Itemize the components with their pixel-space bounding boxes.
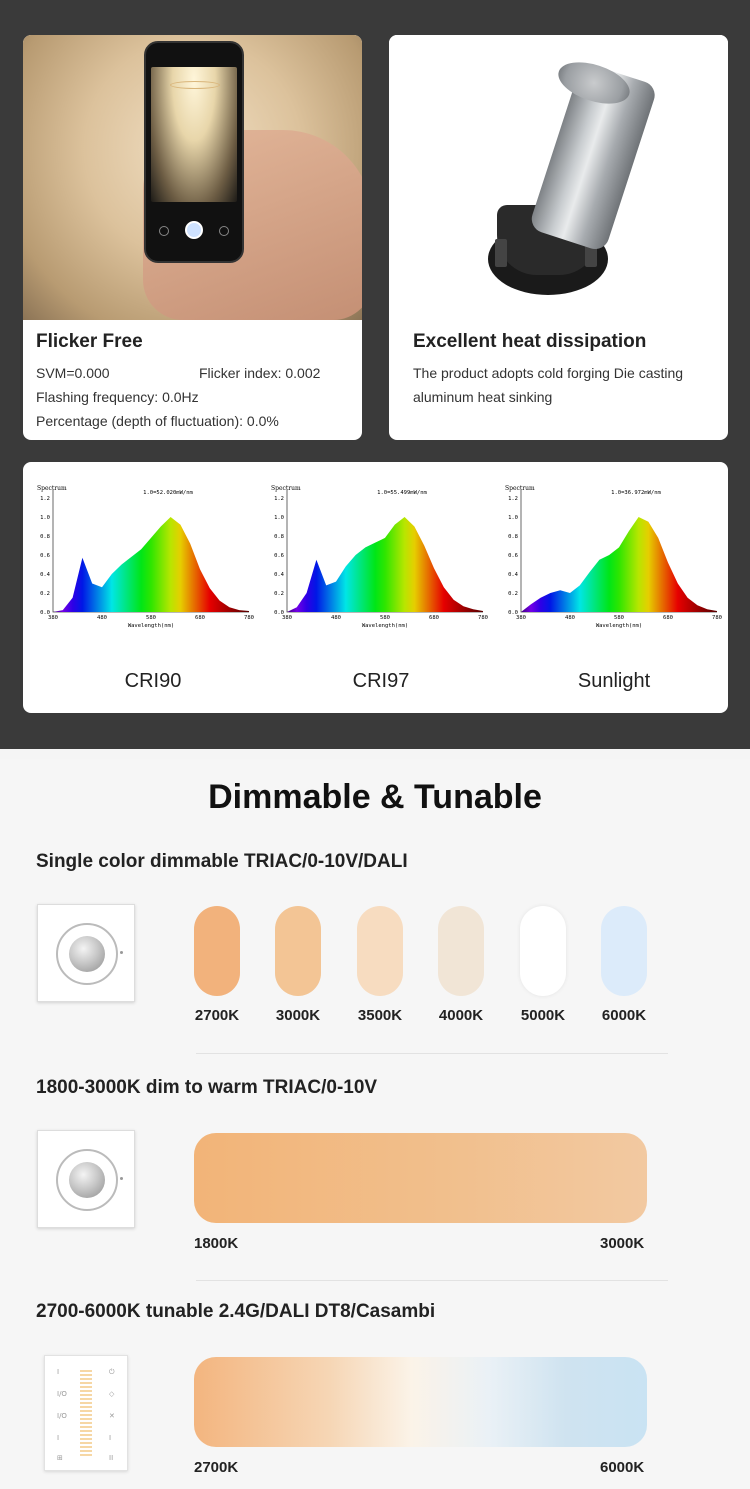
x-tick-label: 680 [663, 615, 673, 621]
swatch-label-3500k: 3500K [357, 1007, 403, 1024]
dim-to-warm-end-label: 3000K [600, 1235, 645, 1252]
swatch-label-6000k: 6000K [601, 1007, 647, 1024]
spectrum-title: Spectrum [37, 485, 67, 492]
spectrum-scale-note: 1.0=36.972mW/nm [611, 490, 661, 496]
y-tick-label: 0.2 [40, 591, 50, 597]
spectrum-comparison-panel: 1.2 1.0 0.8 0.6 0.4 0.2 0.0 380 480 580 680 780 Spec… [23, 462, 728, 713]
y-tick-label: 0.8 [508, 534, 518, 540]
spectrum-title: Spectrum [271, 485, 301, 492]
single-color-title: Single color dimmable TRIAC/0-10V/DALI [36, 851, 408, 872]
swatch-4000k [438, 906, 484, 996]
y-tick-label: 0.6 [274, 553, 284, 559]
spectrum-scale-note: 1.0=55.499mW/nm [377, 490, 427, 496]
dim-to-warm-start-label: 1800K [194, 1235, 239, 1252]
y-tick-label: 1.0 [40, 515, 50, 521]
x-tick-label: 380 [282, 615, 292, 621]
heat-dissipation-card: Excellent heat dissipation The product a… [389, 35, 728, 440]
spectrum-title: Spectrum [505, 485, 535, 492]
swatch-3500k [357, 906, 403, 996]
spectrum-caption-cri90: CRI90 [124, 670, 182, 692]
tunable-gradient-bar [194, 1357, 647, 1447]
dim-to-warm-gradient-bar [194, 1133, 647, 1223]
x-tick-label: 480 [331, 615, 341, 621]
spectrum-caption-cri97: CRI97 [352, 670, 410, 692]
spectrum-chart-cri90: 1.2 1.0 0.8 0.6 0.4 0.2 0.0 380 480 580 680 780 Spec… [31, 485, 256, 631]
spectrum-chart-cri97: 1.2 1.0 0.8 0.6 0.4 0.2 0.0 380 480 580 680 780 Spec… [265, 485, 490, 631]
heat-description-line1: The product adopts cold forging Die cast… [413, 365, 684, 381]
swatch-5000k [520, 906, 566, 996]
x-tick-label: 380 [516, 615, 526, 621]
y-tick-label: 0.6 [508, 553, 518, 559]
y-tick-label: 1.2 [40, 496, 50, 502]
spectrum-chart-sunlight: 1.2 1.0 0.8 0.6 0.4 0.2 0.0 380 480 580 680 780 Spec… [499, 485, 724, 631]
y-tick-label: 1.0 [274, 515, 284, 521]
y-tick-label: 0.2 [508, 591, 518, 597]
y-tick-label: 0.8 [40, 534, 50, 540]
phone-camera-photo [23, 35, 362, 320]
fluctuation-percentage-value: Percentage (depth of fluctuation): 0.0% [36, 413, 279, 429]
tunable-title: 2700-6000K tunable 2.4G/DALI DT8/Casambi [36, 1301, 436, 1322]
y-tick-label: 1.2 [274, 496, 284, 502]
rotary-dimmer-image [37, 904, 135, 1002]
y-tick-label: 0.2 [274, 591, 284, 597]
flashing-frequency-value: Flashing frequency: 0.0Hz [36, 389, 199, 405]
phone-image [144, 41, 244, 263]
x-axis-label: Wavelength(nm) [362, 623, 408, 629]
spectrum-curve [287, 517, 483, 612]
y-tick-label: 0.8 [274, 534, 284, 540]
swatch-label-4000k: 4000K [438, 1007, 484, 1024]
spectrum-curve [521, 517, 717, 612]
x-tick-label: 680 [429, 615, 439, 621]
divider [196, 1280, 668, 1281]
spectrum-scale-note: 1.0=52.020mW/nm [143, 490, 193, 496]
x-tick-label: 680 [195, 615, 205, 621]
y-tick-label: 0.0 [508, 610, 518, 616]
y-tick-label: 0.6 [40, 553, 50, 559]
x-tick-label: 480 [565, 615, 575, 621]
swatch-3000k [275, 906, 321, 996]
heat-description-line2: aluminum heat sinking [413, 389, 553, 405]
x-tick-label: 380 [48, 615, 58, 621]
x-tick-label: 780 [478, 615, 488, 621]
x-tick-label: 580 [380, 615, 390, 621]
y-tick-label: 0.4 [40, 572, 51, 578]
dim-to-warm-title: 1800-3000K dim to warm TRIAC/0-10V [36, 1077, 378, 1098]
y-tick-label: 1.0 [508, 515, 518, 521]
tunable-end-label: 6000K [600, 1459, 645, 1476]
rotary-dimmer-image [37, 1130, 135, 1228]
flicker-index-value: Flicker index: 0.002 [199, 365, 321, 381]
y-tick-label: 0.4 [274, 572, 285, 578]
section-heading: Dimmable & Tunable [208, 778, 542, 816]
flicker-free-title: Flicker Free [36, 331, 143, 352]
spectrum-caption-sunlight: Sunlight [577, 670, 651, 692]
x-tick-label: 580 [146, 615, 156, 621]
x-axis-label: Wavelength(nm) [128, 623, 174, 629]
swatch-label-2700k: 2700K [194, 1007, 240, 1024]
x-tick-label: 780 [712, 615, 722, 621]
y-tick-label: 0.4 [508, 572, 519, 578]
swatch-label-3000k: 3000K [275, 1007, 321, 1024]
touch-panel-controller-image: I I/O I/O I ⊞ ⏻ ◇ ✕ I II [44, 1355, 128, 1471]
divider [196, 1053, 668, 1054]
downlight-product-image [389, 35, 728, 320]
swatch-2700k [194, 906, 240, 996]
y-tick-label: 0.0 [274, 610, 284, 616]
x-tick-label: 580 [614, 615, 624, 621]
heat-dissipation-title: Excellent heat dissipation [413, 331, 647, 352]
swatch-label-5000k: 5000K [520, 1007, 566, 1024]
x-tick-label: 480 [97, 615, 107, 621]
x-axis-label: Wavelength(nm) [596, 623, 642, 629]
svm-value: SVM=0.000 [36, 365, 110, 381]
spectrum-curve [53, 517, 249, 612]
tunable-start-label: 2700K [194, 1459, 239, 1476]
y-tick-label: 0.0 [40, 610, 50, 616]
flicker-free-card: Flicker Free SVM=0.000 Flicker index: 0.… [23, 35, 362, 440]
y-tick-label: 1.2 [508, 496, 518, 502]
x-tick-label: 780 [244, 615, 254, 621]
swatch-6000k [601, 906, 647, 996]
